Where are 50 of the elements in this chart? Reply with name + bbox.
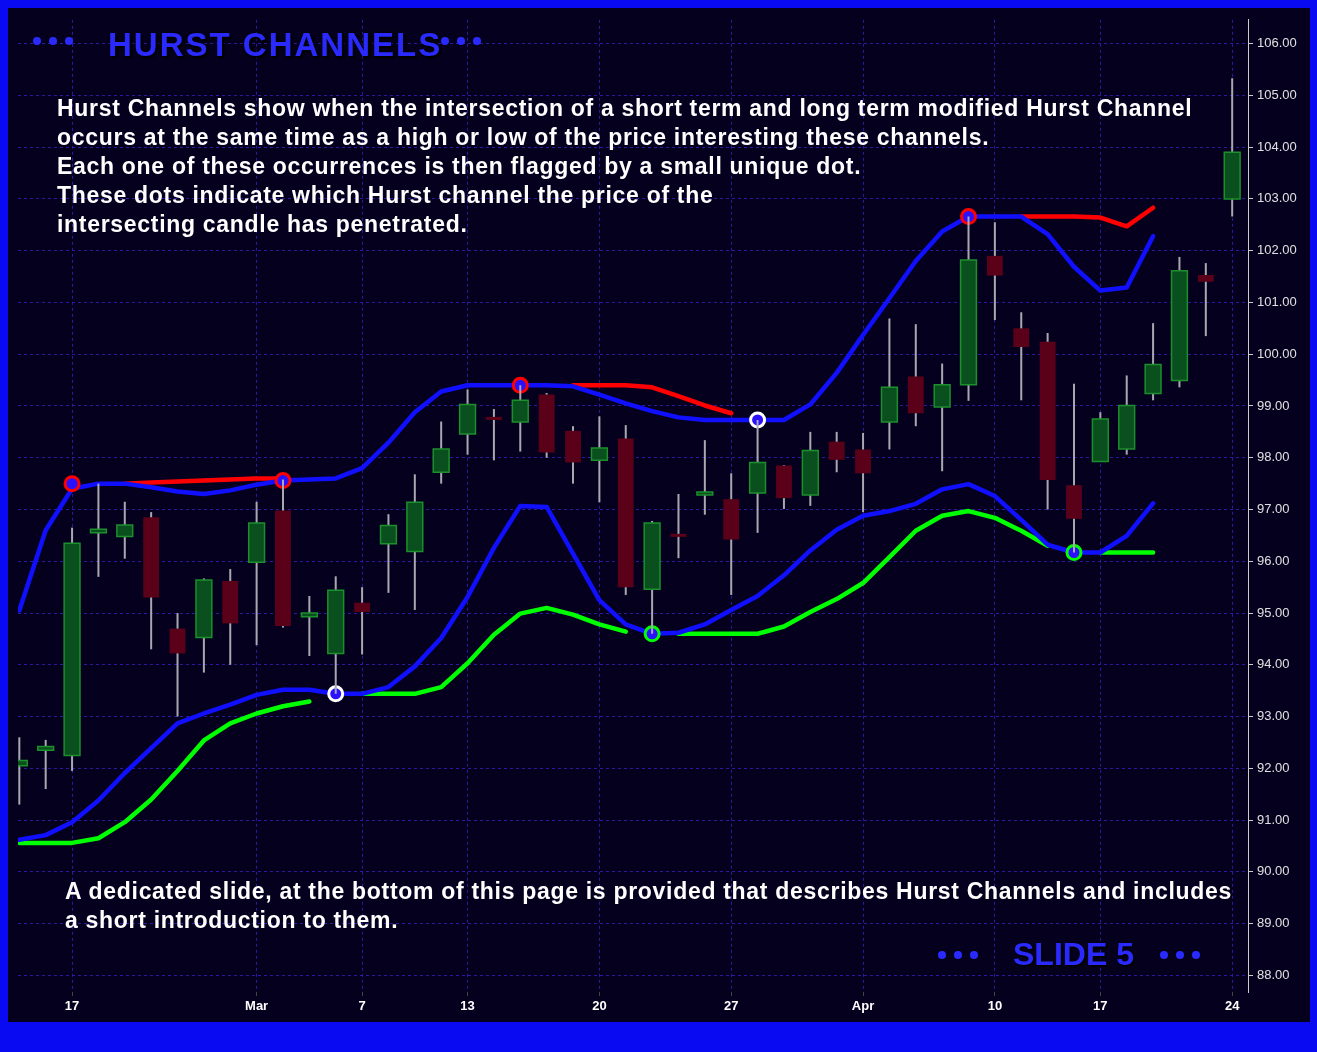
y-tick-label: 103.00 <box>1257 190 1297 206</box>
y-tick-label: 102.00 <box>1257 242 1297 258</box>
candlestick <box>1197 262 1214 338</box>
x-tick-label: 10 <box>987 998 1003 1014</box>
annotation: A dedicated slide, at the bottom of this page is provided that describes Hurst Channels and includes a short introduction to them. <box>65 877 1233 935</box>
annotation: SLIDE 5 <box>1013 936 1135 973</box>
y-tick-label: 100.00 <box>1257 345 1297 361</box>
x-tick-label: 17 <box>64 998 80 1014</box>
annotation: Hurst Channels show when the intersection of a short term and long term modified Hurst Channel occurs at the same time as a high or low of the price interesting these channels. <box>57 94 1194 152</box>
x-tick-label: 27 <box>723 998 739 1014</box>
point <box>749 411 767 429</box>
x-tick-label: Mar <box>245 998 269 1014</box>
x-tick-label: 7 <box>358 998 366 1014</box>
y-tick-label: 97.00 <box>1257 501 1290 517</box>
x-tick-label: 13 <box>460 998 475 1014</box>
x-tick-label: 20 <box>592 998 607 1014</box>
point <box>511 376 529 394</box>
y-tick-label: 94.00 <box>1257 656 1290 672</box>
x-tick-label: Apr <box>851 998 875 1014</box>
candlestick <box>855 431 871 514</box>
y-tick-label: 101.00 <box>1257 294 1297 310</box>
y-tick-label: 89.00 <box>1257 915 1290 931</box>
y-tick-label: 92.00 <box>1257 759 1290 775</box>
annotation: Each one of these occurrences is then flagged by a small unique dot. <box>57 152 863 181</box>
y-tick-label: 91.00 <box>1257 811 1290 827</box>
chart-title: HURST CHANNELS <box>108 26 443 64</box>
y-tick-label: 95.00 <box>1257 604 1290 620</box>
point <box>63 475 81 493</box>
y-tick-label: 96.00 <box>1257 552 1290 568</box>
candlestick <box>986 221 1003 322</box>
candlestick <box>354 586 370 656</box>
y-tick-label: 88.00 <box>1257 967 1290 983</box>
point <box>327 685 345 703</box>
point <box>960 208 978 226</box>
y-tick-label: 98.00 <box>1257 449 1290 465</box>
candlestick <box>828 430 845 474</box>
point <box>1065 543 1083 561</box>
y-tick-label: 90.00 <box>1257 863 1290 879</box>
point <box>643 625 661 643</box>
candlestick <box>670 492 687 560</box>
y-tick-label: 104.00 <box>1257 138 1297 154</box>
x-tick-label: 17 <box>1093 998 1108 1014</box>
candlestick <box>486 408 502 462</box>
y-tick-label: 99.00 <box>1257 397 1290 413</box>
annotation: These dots indicate which Hurst channel the price of the intersecting candle has penetrated. <box>57 181 715 239</box>
x-tick-label: 24 <box>1224 998 1241 1014</box>
y-tick-label: 93.00 <box>1257 708 1290 724</box>
candlestick <box>1013 311 1030 402</box>
y-tick-label: 105.00 <box>1257 86 1297 102</box>
y-tick-label: 106.00 <box>1257 35 1297 51</box>
